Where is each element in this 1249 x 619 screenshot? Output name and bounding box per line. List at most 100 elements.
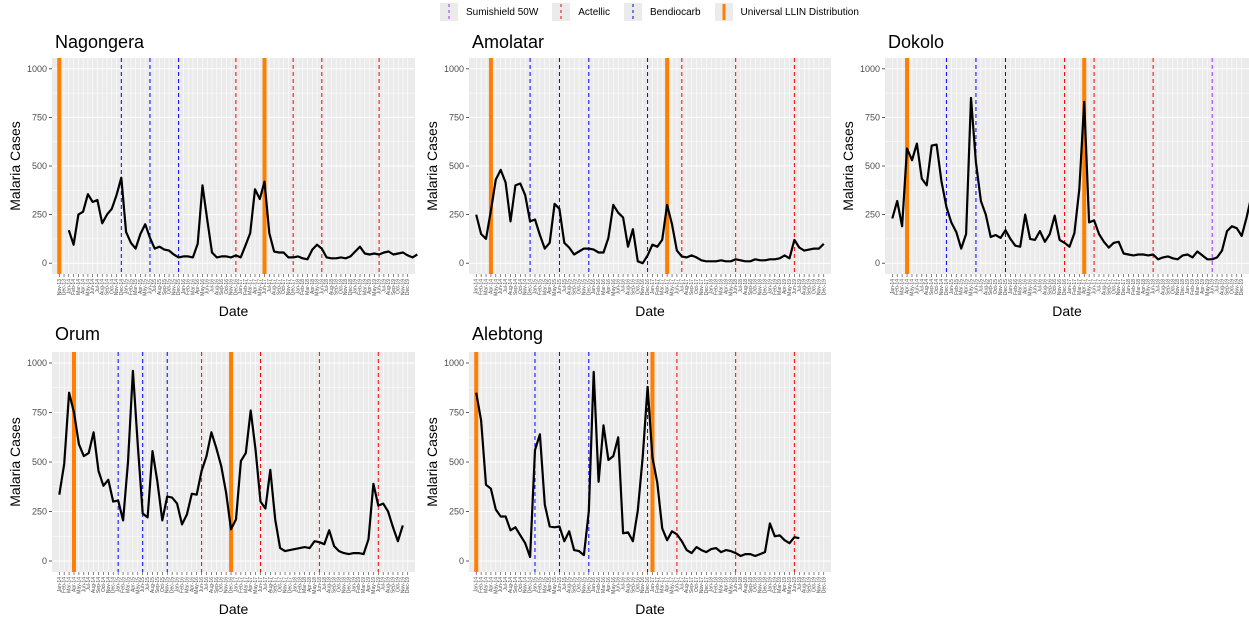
x-tick-label: Mar-14 <box>900 279 906 295</box>
x-tick-label: Feb-16 <box>596 279 602 295</box>
x-tick-label: May-14 <box>85 279 91 296</box>
x-tick-label: Feb-14 <box>62 577 68 593</box>
x-tick-label: Dec-19 <box>821 577 827 593</box>
x-tick-label: Jun-14 <box>914 279 920 295</box>
y-tick-label: 750 <box>449 112 464 122</box>
x-tick-label: May-14 <box>76 577 82 594</box>
x-tick-label: Nov-15 <box>581 577 587 593</box>
x-tick-label: Jun-14 <box>90 279 96 295</box>
x-tick-label: Sep-18 <box>334 279 340 295</box>
x-tick-label: Nov-16 <box>1057 279 1063 295</box>
x-tick-label: Dec-17 <box>291 279 297 295</box>
x-tick-label: Feb-18 <box>1131 279 1137 295</box>
x-tick-label: Oct-15 <box>577 577 583 592</box>
x-tick-label: Feb-18 <box>300 279 306 295</box>
x-tick-label: Apr-14 <box>488 577 494 592</box>
x-tick-label: Feb-19 <box>358 279 364 295</box>
x-tick-label: Aug-14 <box>91 577 97 593</box>
x-tick-label: May-18 <box>1146 279 1152 296</box>
x-tick-label: Jan-17 <box>233 577 239 593</box>
x-tick-label: Feb-19 <box>772 279 778 295</box>
x-tick-label: Jul-16 <box>621 279 627 293</box>
x-tick-label: Feb-18 <box>714 279 720 295</box>
x-tick-label: Jul-17 <box>1096 279 1102 293</box>
facet-nagongera: 02505007501000Nov-13Dec-13Jan-14Feb-14Ma… <box>7 32 418 319</box>
x-tick-label: Jan-15 <box>532 577 538 593</box>
x-tick-label: Jul-15 <box>152 279 158 293</box>
x-tick-label: Jun-16 <box>616 279 622 295</box>
x-tick-label: Jun-18 <box>733 279 739 295</box>
x-tick-label: Dec-15 <box>1003 279 1009 295</box>
x-tick-label: Feb-15 <box>537 577 543 593</box>
x-tick-label: May-18 <box>728 577 734 594</box>
x-tick-label: Oct-18 <box>337 577 343 592</box>
facet-amolatar: 02505007501000Jan-14Feb-14Mar-14Apr-14Ma… <box>424 32 831 319</box>
x-tick-label: Sep-14 <box>513 577 519 593</box>
x-tick-label: Sep-15 <box>572 279 578 295</box>
facet-title: Alebtong <box>472 324 543 344</box>
x-tick-label: Sep-16 <box>214 577 220 593</box>
x-tick-label: Jan-15 <box>124 279 130 295</box>
x-tick-label: Jul-15 <box>978 279 984 293</box>
x-tick-label: Dec-18 <box>346 577 352 593</box>
x-tick-label: Aug-14 <box>924 279 930 295</box>
x-tick-label: Apr-19 <box>1200 279 1206 294</box>
x-tick-label: Oct-16 <box>1052 279 1058 294</box>
x-tick-label: May-14 <box>909 279 915 296</box>
x-tick-label: Feb-16 <box>596 577 602 593</box>
x-tick-label: Dec-19 <box>821 279 827 295</box>
x-tick-label: May-17 <box>257 279 263 296</box>
x-tick-label: May-18 <box>312 577 318 594</box>
x-tick-label: Aug-18 <box>743 279 749 295</box>
x-tick-label: Jun-16 <box>205 279 211 295</box>
x-tick-label: Jun-17 <box>1092 279 1098 295</box>
x-tick-label: Jan-18 <box>709 577 715 593</box>
x-tick-label: May-14 <box>493 279 499 296</box>
y-tick-label: 250 <box>32 210 47 220</box>
x-tick-label: Aug-17 <box>684 279 690 295</box>
x-tick-label: Nov-16 <box>640 577 646 593</box>
x-tick-label: Feb-17 <box>1072 279 1078 295</box>
x-tick-label: Jan-19 <box>351 577 357 593</box>
x-tick-label: Dec-17 <box>704 279 710 295</box>
x-tick-label: Nov-18 <box>341 577 347 593</box>
x-tick-label: Mar-15 <box>542 279 548 295</box>
facet-dokolo: 02505007501000Jan-14Feb-14Mar-14Apr-14Ma… <box>840 32 1249 319</box>
x-tick-label: Jan-18 <box>709 279 715 295</box>
x-tick-label: Oct-16 <box>219 577 225 592</box>
y-axis-label: Malaria Cases <box>7 417 23 506</box>
x-tick-label: Nov-14 <box>939 279 945 295</box>
x-tick-label: Apr-18 <box>1141 279 1147 294</box>
x-tick-label: Mar-19 <box>1195 279 1201 295</box>
facet-title: Amolatar <box>472 32 544 52</box>
x-tick-label: May-16 <box>1028 279 1034 296</box>
x-tick-label: Aug-18 <box>1160 279 1166 295</box>
x-tick-label: Oct-18 <box>753 577 759 592</box>
x-tick-label: Feb-18 <box>714 577 720 593</box>
x-axis-label: Date <box>1052 303 1082 319</box>
y-tick-label: 500 <box>449 161 464 171</box>
x-tick-label: Jun-14 <box>81 577 87 593</box>
facet-title: Orum <box>55 324 100 344</box>
y-tick-label: 750 <box>865 112 880 122</box>
x-tick-label: Feb-16 <box>186 279 192 295</box>
x-tick-label: May-19 <box>372 279 378 296</box>
x-tick-label: Aug-17 <box>684 577 690 593</box>
x-tick-label: Jun-18 <box>319 279 325 295</box>
x-tick-label: Aug-19 <box>802 577 808 593</box>
x-tick-label: Jul-15 <box>562 577 568 591</box>
y-axis-label: Malaria Cases <box>7 121 23 210</box>
x-tick-label: Apr-19 <box>782 577 788 592</box>
x-tick-label: Mar-18 <box>718 577 724 593</box>
x-tick-label: Feb-16 <box>1013 279 1019 295</box>
x-tick-label: Mar-17 <box>243 577 249 593</box>
y-tick-label: 1000 <box>444 358 464 368</box>
x-tick-label: Jan-14 <box>890 279 896 295</box>
x-tick-label: Oct-18 <box>338 279 344 294</box>
x-tick-label: May-14 <box>493 577 499 594</box>
x-tick-label: Apr-19 <box>782 279 788 294</box>
x-tick-label: Sep-15 <box>572 577 578 593</box>
x-tick-label: Mar-14 <box>67 577 73 593</box>
x-tick-label: Jun-15 <box>557 577 563 593</box>
x-tick-label: Aug-14 <box>508 279 514 295</box>
